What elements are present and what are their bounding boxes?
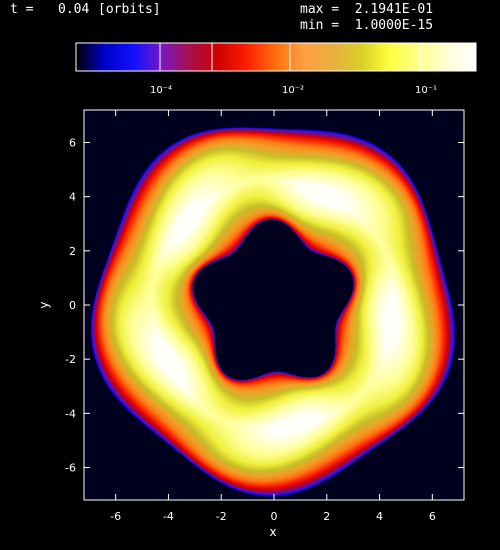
y-tick-label: -6 [65,462,76,475]
x-axis-label: x [269,525,276,539]
x-tick-label: 6 [429,510,436,523]
colorbar-label-2: 10⁻² [282,85,304,96]
y-ticks: -6 -4 -2 0 2 4 6 [65,137,464,475]
y-tick-label: 4 [69,191,76,204]
colorbar: 10⁻⁴ 10⁻² 10⁻¹ [75,42,477,96]
time-label: t = [10,2,34,17]
colorbar-label-3: 10⁻¹ [415,85,437,96]
x-tick-label: 4 [376,510,383,523]
x-tick-label: -2 [216,510,227,523]
plot-frame [83,109,465,501]
max-label: max = [300,2,340,17]
min-readout: min = 1.0000E-15 [300,19,433,33]
max-readout: max = 2.1941E-01 [300,3,433,17]
x-ticks: -6 -4 -2 0 2 4 6 [110,110,436,523]
x-tick-label: 2 [323,510,330,523]
colorbar-gradient [75,42,477,72]
x-tick-label: 0 [271,510,278,523]
min-label: min = [300,18,340,33]
y-tick-label: 6 [69,137,76,150]
y-tick-label: 0 [69,299,76,312]
y-tick-label: 2 [69,245,76,258]
x-tick-label: -6 [110,510,121,523]
y-tick-label: -2 [65,353,76,366]
density-heatmap [84,110,464,500]
min-value: 1.0000E-15 [354,18,434,33]
colorbar-label-1: 10⁻⁴ [150,85,172,96]
x-tick-label: -4 [163,510,174,523]
max-value: 2.1941E-01 [354,2,434,17]
time-value: 0.04 [58,2,90,17]
y-axis-label: y [37,301,51,308]
time-unit: [orbits] [98,2,161,17]
y-tick-label: -4 [65,407,76,420]
